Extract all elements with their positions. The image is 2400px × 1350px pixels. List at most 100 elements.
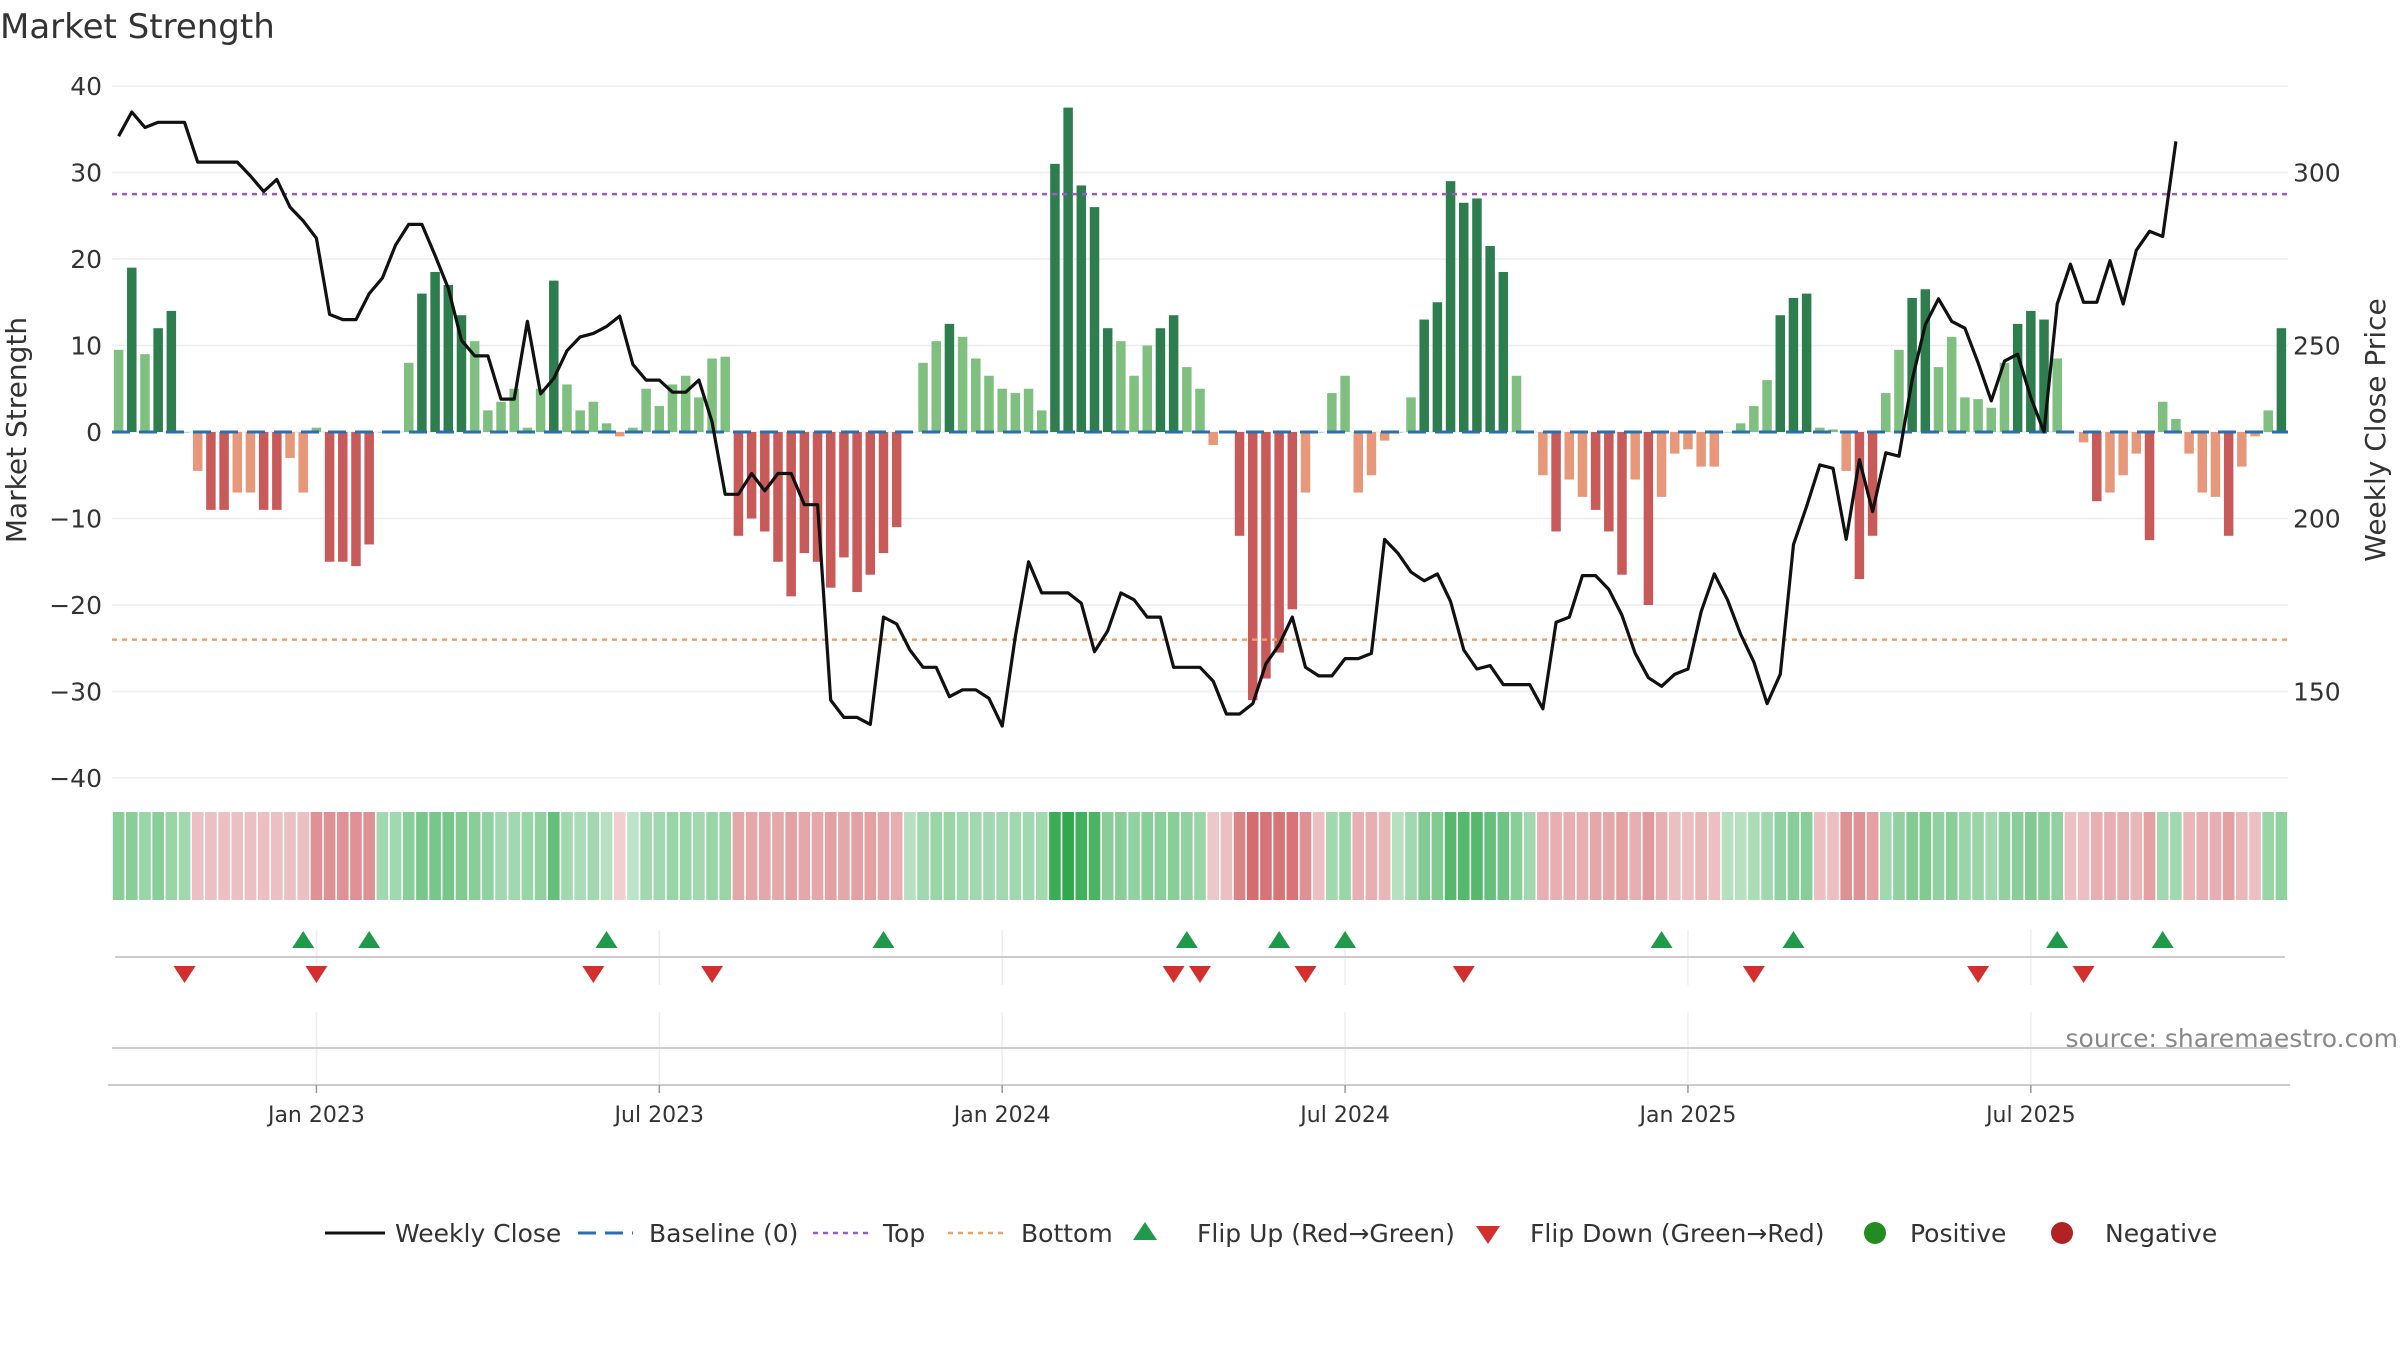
strength-bar xyxy=(1485,246,1495,432)
heat-cell xyxy=(1814,812,1826,900)
legend-item: Flip Down (Green→Red) xyxy=(1476,1219,1825,1248)
flip-down-marker xyxy=(701,966,724,983)
flip-markers xyxy=(115,931,2285,983)
legend: Weekly Close Baseline (0) Top Bottom Flip Up… xyxy=(325,1219,2217,1248)
x-axis: Jan 2023 Jul 2023 Jan 2024 Jul 2024 Jan 2025… xyxy=(108,1047,2290,1128)
heat-cell xyxy=(785,812,797,900)
strength-bar xyxy=(2078,432,2089,443)
heat-cell xyxy=(1405,812,1417,900)
heat-cell xyxy=(139,812,151,900)
strength-bar xyxy=(2157,401,2168,432)
heat-cell xyxy=(534,812,547,900)
heat-cell xyxy=(1009,812,1022,900)
heat-cell xyxy=(1959,812,1971,900)
heat-cell xyxy=(429,812,441,900)
heat-cell xyxy=(1879,812,1892,900)
y-axis-label: Market Strength xyxy=(0,317,33,543)
heat-cell xyxy=(152,812,164,900)
heat-cell xyxy=(547,812,560,900)
flip-down-marker xyxy=(1294,966,1317,983)
strength-bar xyxy=(2210,432,2221,497)
flip-up-marker xyxy=(292,931,315,948)
strength-bar xyxy=(469,341,480,432)
heat-cell xyxy=(112,812,125,900)
heat-cell xyxy=(2038,812,2050,900)
y-tick-label: −30 xyxy=(49,678,102,707)
heat-cell xyxy=(1497,812,1510,900)
strength-bar xyxy=(496,401,506,432)
strength-bar xyxy=(984,375,994,432)
heat-cell xyxy=(1339,812,1351,900)
legend-label: Flip Up (Red→Green) xyxy=(1197,1219,1455,1248)
legend-item: Negative xyxy=(2051,1219,2217,1248)
heat-cell xyxy=(679,812,692,900)
y-tick-label: 20 xyxy=(70,245,102,274)
strength-bar xyxy=(918,362,928,432)
strength-bar xyxy=(1920,289,1931,432)
reference-lines xyxy=(112,192,2288,641)
heat-cell xyxy=(1629,812,1642,900)
heat-cell xyxy=(1181,812,1193,900)
strength-bar xyxy=(127,267,137,432)
strength-bar xyxy=(1788,297,1799,432)
strength-bar xyxy=(707,358,717,432)
flip-up-marker xyxy=(872,931,895,948)
strength-bar xyxy=(417,293,427,432)
strength-bar xyxy=(1551,432,1561,532)
strength-bar xyxy=(1630,432,1640,480)
strength-bar xyxy=(1986,407,1997,432)
heat-cell xyxy=(1273,812,1285,900)
heat-cell xyxy=(1550,812,1562,900)
strength-bar xyxy=(1498,271,1509,432)
strength-bar xyxy=(614,432,625,437)
strength-bar xyxy=(298,432,308,493)
heat-cell xyxy=(1154,812,1167,900)
strength-bar xyxy=(1287,432,1298,610)
legend-flip-up-icon xyxy=(1133,1222,1157,1240)
heat-cell xyxy=(1576,812,1589,900)
heat-cell xyxy=(231,812,244,900)
strength-bar xyxy=(338,432,348,562)
heat-cell xyxy=(1787,812,1800,900)
heat-cell xyxy=(2077,812,2090,900)
flip-down-marker xyxy=(305,966,328,983)
strength-bar xyxy=(1683,432,1693,450)
heat-cell xyxy=(1418,812,1430,900)
heat-cell xyxy=(521,812,534,900)
heat-cell xyxy=(1800,812,1813,900)
heat-cell xyxy=(1972,812,1984,900)
y-tick-label: 30 xyxy=(70,159,102,188)
flip-down-marker xyxy=(1452,966,1475,983)
heat-cell xyxy=(1194,812,1206,900)
heat-cell xyxy=(310,812,323,900)
heat-cell xyxy=(706,812,718,900)
heat-cell xyxy=(983,812,995,900)
strength-bar xyxy=(641,388,651,432)
heat-strip xyxy=(112,812,2288,900)
strength-bar xyxy=(1327,393,1337,432)
y-tick-label: −40 xyxy=(49,764,102,793)
heat-cell xyxy=(1695,812,1707,900)
heat-cell xyxy=(1167,812,1180,900)
strength-bar xyxy=(1670,432,1680,454)
heat-cell xyxy=(323,812,336,900)
strength-bar xyxy=(140,354,150,432)
strength-bar xyxy=(733,432,744,536)
strength-bar xyxy=(2026,310,2036,432)
legend-label: Flip Down (Green→Red) xyxy=(1530,1219,1825,1248)
heat-cell xyxy=(1603,812,1615,900)
strength-bar xyxy=(2131,432,2142,454)
strength-bar xyxy=(179,432,190,433)
strength-bar xyxy=(1010,393,1021,432)
strength-bar xyxy=(1722,432,1733,433)
strength-bar xyxy=(2052,358,2062,432)
strength-bar xyxy=(509,388,519,432)
heat-cell xyxy=(271,812,283,900)
heat-cell xyxy=(2183,812,2195,900)
strength-bar xyxy=(760,432,770,532)
heat-cell xyxy=(1748,812,1760,900)
heat-cell xyxy=(970,812,982,900)
heat-cell xyxy=(1537,812,1549,900)
strength-bar xyxy=(1590,432,1601,510)
heat-cell xyxy=(1299,812,1312,900)
